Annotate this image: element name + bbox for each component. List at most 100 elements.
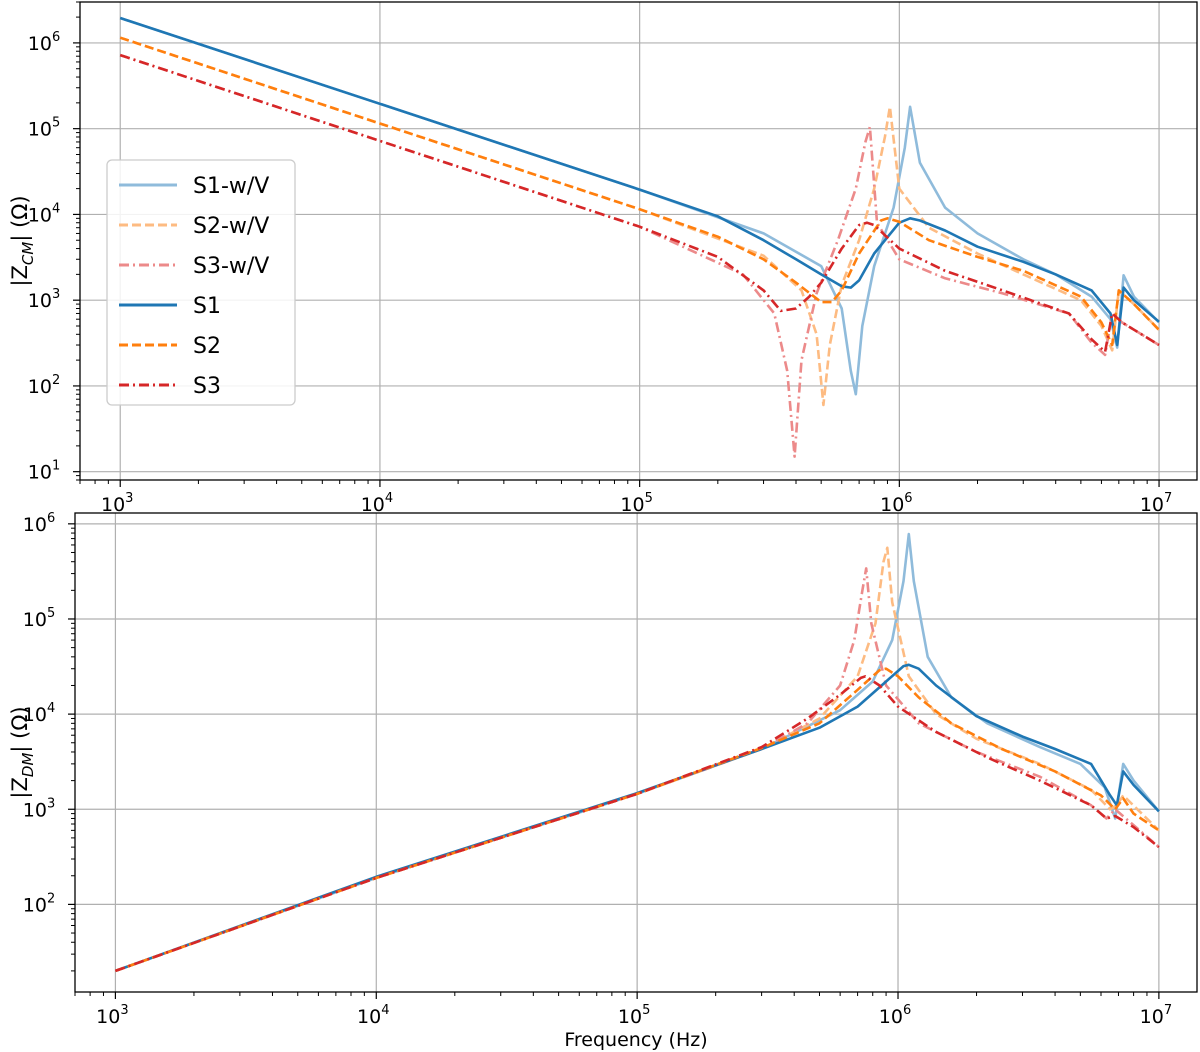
y-tick-base: 10 (28, 119, 52, 141)
y-tick-base: 10 (28, 376, 52, 398)
legend-label: S1 (193, 294, 221, 319)
y-tick-label: 101 (28, 459, 60, 484)
y-minor-ticks (76, 1, 80, 481)
y-tick-exponent: 1 (52, 459, 60, 474)
y-tick-label: 104 (28, 201, 60, 226)
y-label-subscript: DM (19, 753, 37, 778)
y-tick-exponent: 3 (52, 287, 60, 302)
legend-label: S2-w/V (193, 214, 269, 239)
x-tick-base: 10 (96, 1006, 120, 1028)
x-tick-label: 107 (1140, 491, 1172, 516)
x-tick-exponent: 4 (381, 1003, 389, 1018)
y-tick-exponent: 3 (47, 796, 55, 811)
x-tick-exponent: 5 (642, 1003, 650, 1018)
x-tick-exponent: 3 (125, 491, 133, 506)
x-tick-base: 10 (357, 1006, 381, 1028)
y-tick-exponent: 4 (47, 701, 55, 716)
series-line-s2 (114, 667, 1160, 973)
x-tick-label: 105 (620, 491, 652, 516)
y-tick-label: 105 (28, 116, 60, 141)
legend-label: S3 (193, 374, 221, 399)
x-tick-base: 10 (361, 494, 385, 516)
x-tick-base: 10 (1140, 1006, 1164, 1028)
x-tick-label: 106 (879, 1003, 911, 1028)
plot-frame (74, 512, 1198, 993)
y-tick-label: 102 (28, 373, 60, 398)
x-axis-ticks: 103 104 105 106 107 (96, 992, 1172, 1028)
y-tick-label: 103 (28, 287, 60, 312)
x-tick-label: 104 (357, 1003, 389, 1028)
series-line-s1 (119, 16, 1160, 347)
x-tick-label: 107 (1140, 1003, 1172, 1028)
x-tick-exponent: 7 (1164, 1003, 1172, 1018)
x-tick-base: 10 (101, 494, 125, 516)
y-tick-exponent: 4 (52, 201, 60, 216)
y-tick-exponent: 2 (52, 373, 60, 388)
y-label-subscript: CM (19, 242, 37, 265)
series-line-s2 (119, 36, 1160, 347)
y-tick-base: 10 (23, 894, 47, 916)
series-group (114, 532, 1160, 973)
x-tick-label: 104 (361, 491, 393, 516)
x-tick-base: 10 (620, 494, 644, 516)
y-tick-base: 10 (28, 462, 52, 484)
x-tick-exponent: 6 (903, 1003, 911, 1018)
y-tick-label: 106 (28, 30, 60, 55)
x-axis-label: Frequency (Hz) (564, 1029, 707, 1051)
y-axis-label: |ZCM| (Ω) (8, 195, 37, 286)
y-tick-label: 105 (23, 606, 55, 631)
x-tick-base: 10 (880, 494, 904, 516)
x-minor-ticks (79, 480, 1148, 484)
y-tick-base: 10 (23, 609, 47, 631)
y-tick-label: 102 (23, 891, 55, 916)
y-tick-base: 10 (23, 704, 47, 726)
series-line-s3 (114, 675, 1160, 973)
y-tick-label: 104 (23, 701, 55, 726)
x-tick-label: 105 (618, 1003, 650, 1028)
y-label-tail: | (Ω) (8, 706, 33, 752)
plot-frame (79, 1, 1198, 481)
legend-label: S3-w/V (193, 254, 269, 279)
y-minor-ticks (71, 527, 75, 972)
x-tick-label: 103 (101, 491, 133, 516)
x-tick-exponent: 4 (385, 491, 393, 506)
grid (75, 513, 1197, 992)
x-tick-base: 10 (879, 1006, 903, 1028)
y-label-main: |Z (8, 777, 33, 798)
x-tick-exponent: 3 (120, 1003, 128, 1018)
y-tick-base: 10 (28, 204, 52, 226)
x-tick-base: 10 (618, 1006, 642, 1028)
x-tick-label: 103 (96, 1003, 128, 1028)
x-tick-label: 106 (880, 491, 912, 516)
y-tick-label: 103 (23, 796, 55, 821)
x-tick-exponent: 5 (645, 491, 653, 506)
series-line-s3-w-v (119, 53, 1160, 458)
legend-label: S2 (193, 334, 221, 359)
series-line-s2-w-v (119, 36, 1160, 407)
series-group (119, 16, 1160, 458)
y-tick-exponent: 5 (52, 116, 60, 131)
y-tick-exponent: 6 (52, 30, 60, 45)
y-tick-label: 106 (23, 511, 55, 536)
y-label-tail: | (Ω) (8, 195, 33, 241)
y-tick-exponent: 5 (47, 606, 55, 621)
y-tick-base: 10 (28, 33, 52, 55)
legend-label: S1-w/V (193, 174, 269, 199)
legend: S1-w/V S2-w/V S3-w/V S1 S2 S3 (106, 159, 296, 406)
grid (80, 2, 1197, 480)
y-tick-base: 10 (23, 799, 47, 821)
series-line-s1 (114, 663, 1160, 973)
y-tick-exponent: 2 (47, 891, 55, 906)
x-tick-exponent: 7 (1164, 491, 1172, 506)
x-tick-base: 10 (1140, 494, 1164, 516)
x-minor-ticks (74, 992, 1148, 996)
x-axis-ticks: 103 104 105 106 107 (101, 480, 1172, 516)
x-tick-exponent: 6 (904, 491, 912, 506)
y-axis-label: |ZDM| (Ω) (8, 706, 37, 798)
